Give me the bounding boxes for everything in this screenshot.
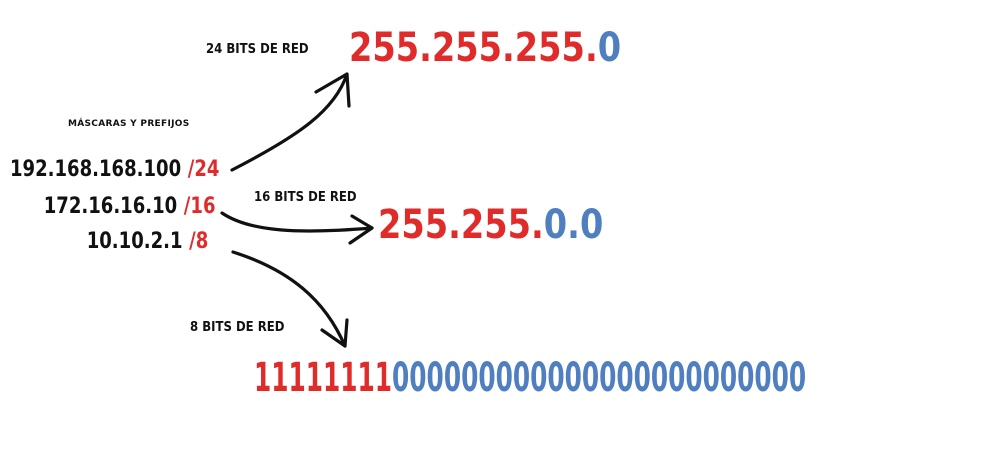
mask-24: 255.255.255.0 — [349, 25, 621, 71]
mask-16: 255.255.0.0 — [378, 202, 603, 248]
ip-address: 192.168.168.100 — [9, 157, 181, 182]
arrowhead-16 — [348, 214, 374, 245]
ip-prefix: /8 — [188, 229, 208, 254]
bits-label-24: 24 BITS DE RED — [206, 42, 309, 57]
bits-label-16: 16 BITS DE RED — [254, 190, 357, 205]
arrowhead-24 — [314, 72, 351, 108]
bits-label-8: 8 BITS DE RED — [190, 320, 285, 335]
mask-network-part: 255.255.255. — [349, 25, 598, 71]
ip-row-16: 172.16.16.10 /16 — [43, 194, 215, 219]
ip-prefix: /16 — [183, 194, 215, 219]
ip-prefix: /24 — [187, 157, 219, 182]
arrow-to-mask-24 — [230, 72, 349, 172]
arrow-to-mask-8 — [231, 250, 347, 348]
mask-8-binary: 11111111000000000000000000000000 — [254, 355, 806, 401]
arrowhead-8 — [320, 318, 349, 348]
mask-network-bits: 11111111 — [254, 355, 393, 401]
ip-row-8: 10.10.2.1 /8 — [86, 229, 208, 254]
diagram-heading: MÁSCARAS Y PREFIJOS — [68, 119, 190, 129]
ip-address: 172.16.16.10 — [43, 194, 177, 219]
mask-host-part: 0.0 — [543, 202, 604, 248]
arrow-to-mask-16 — [220, 211, 374, 233]
mask-host-part: 0 — [597, 25, 622, 71]
ip-row-24: 192.168.168.100 /24 — [10, 157, 219, 182]
mask-network-part: 255.255. — [378, 202, 544, 248]
mask-host-bits: 000000000000000000000000 — [392, 355, 807, 401]
ip-address: 10.10.2.1 — [86, 229, 183, 254]
